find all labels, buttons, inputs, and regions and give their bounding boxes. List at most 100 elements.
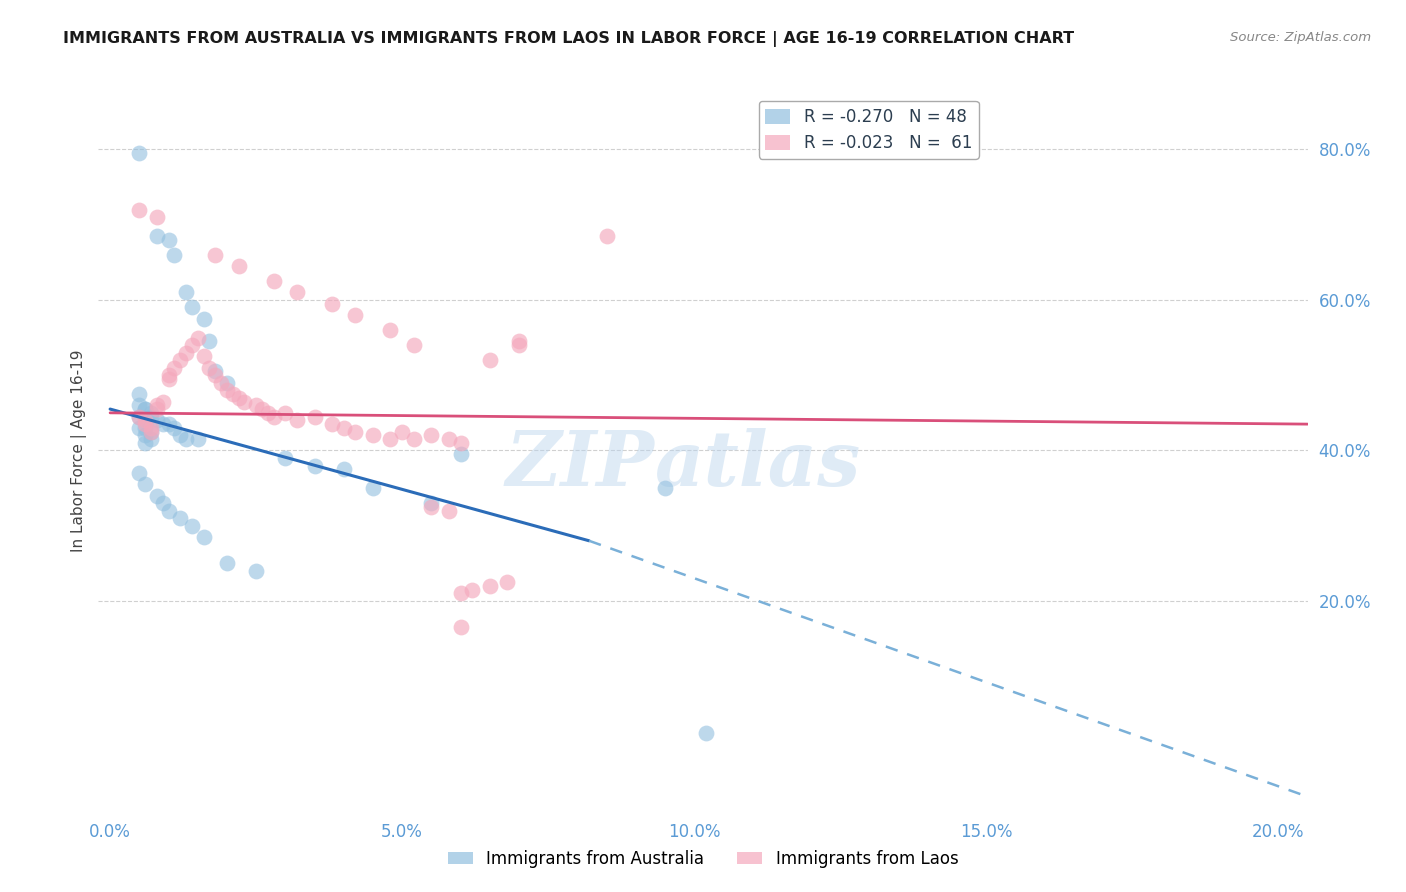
- Point: [139, 406, 162, 420]
- Point: [228, 391, 250, 405]
- Point: [391, 425, 413, 439]
- Point: [420, 500, 443, 514]
- Point: [146, 489, 169, 503]
- Point: [163, 421, 186, 435]
- Point: [274, 450, 297, 465]
- Point: [134, 402, 156, 417]
- Point: [169, 511, 191, 525]
- Point: [152, 496, 174, 510]
- Point: [361, 481, 384, 495]
- Text: IMMIGRANTS FROM AUSTRALIA VS IMMIGRANTS FROM LAOS IN LABOR FORCE | AGE 16-19 COR: IMMIGRANTS FROM AUSTRALIA VS IMMIGRANTS …: [63, 31, 1074, 47]
- Point: [344, 308, 367, 322]
- Point: [152, 417, 174, 431]
- Point: [361, 428, 384, 442]
- Point: [134, 417, 156, 431]
- Point: [204, 248, 226, 262]
- Point: [163, 360, 186, 375]
- Point: [134, 421, 156, 435]
- Point: [198, 334, 221, 349]
- Point: [245, 564, 267, 578]
- Point: [128, 202, 150, 217]
- Point: [128, 387, 150, 401]
- Point: [128, 398, 150, 412]
- Text: Source: ZipAtlas.com: Source: ZipAtlas.com: [1230, 31, 1371, 45]
- Point: [157, 417, 180, 431]
- Point: [174, 345, 197, 359]
- Point: [344, 425, 367, 439]
- Point: [139, 432, 162, 446]
- Point: [146, 210, 169, 224]
- Point: [285, 413, 308, 427]
- Point: [332, 462, 354, 476]
- Point: [187, 432, 209, 446]
- Point: [233, 394, 256, 409]
- Point: [146, 398, 169, 412]
- Point: [134, 428, 156, 442]
- Point: [174, 285, 197, 300]
- Point: [245, 398, 267, 412]
- Point: [146, 413, 169, 427]
- Point: [204, 364, 226, 378]
- Point: [128, 421, 150, 435]
- Point: [193, 311, 215, 326]
- Point: [139, 409, 162, 424]
- Point: [139, 425, 162, 439]
- Point: [402, 338, 425, 352]
- Point: [157, 503, 180, 517]
- Point: [285, 285, 308, 300]
- Point: [128, 466, 150, 480]
- Point: [128, 409, 150, 424]
- Point: [146, 229, 169, 244]
- Point: [163, 248, 186, 262]
- Point: [146, 402, 169, 417]
- Text: atlas: atlas: [655, 428, 860, 502]
- Point: [595, 229, 617, 244]
- Point: [250, 402, 273, 417]
- Point: [304, 458, 326, 473]
- Point: [157, 372, 180, 386]
- Point: [139, 421, 162, 435]
- Point: [134, 402, 156, 417]
- Point: [321, 417, 343, 431]
- Point: [321, 296, 343, 310]
- Point: [508, 338, 530, 352]
- Point: [157, 233, 180, 247]
- Point: [134, 413, 156, 427]
- Point: [180, 518, 202, 533]
- Point: [180, 301, 202, 315]
- Point: [450, 447, 472, 461]
- Point: [222, 387, 245, 401]
- Point: [180, 338, 202, 352]
- Point: [380, 432, 402, 446]
- Point: [420, 428, 443, 442]
- Point: [332, 421, 354, 435]
- Point: [263, 274, 285, 288]
- Point: [134, 436, 156, 450]
- Point: [174, 432, 197, 446]
- Point: [304, 409, 326, 424]
- Point: [152, 394, 174, 409]
- Point: [134, 477, 156, 491]
- Legend: R = -0.270   N = 48, R = -0.023   N =  61: R = -0.270 N = 48, R = -0.023 N = 61: [759, 101, 979, 159]
- Point: [478, 579, 501, 593]
- Point: [139, 425, 162, 439]
- Point: [169, 353, 191, 368]
- Point: [215, 376, 238, 390]
- Point: [263, 409, 285, 424]
- Text: ZIP: ZIP: [506, 428, 655, 502]
- Point: [209, 376, 232, 390]
- Point: [508, 334, 530, 349]
- Point: [461, 582, 484, 597]
- Point: [187, 330, 209, 344]
- Point: [193, 350, 215, 364]
- Point: [198, 360, 221, 375]
- Point: [169, 428, 191, 442]
- Point: [450, 620, 472, 634]
- Point: [695, 725, 717, 739]
- Point: [380, 323, 402, 337]
- Point: [478, 353, 501, 368]
- Point: [215, 384, 238, 398]
- Point: [215, 557, 238, 571]
- Point: [193, 530, 215, 544]
- Point: [228, 259, 250, 273]
